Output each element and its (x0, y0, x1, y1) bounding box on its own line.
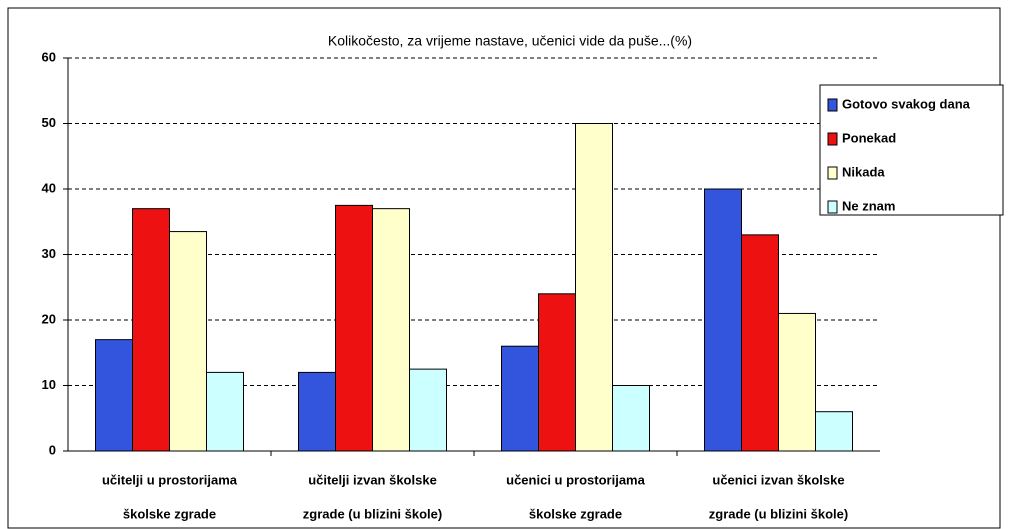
legend-swatch (827, 166, 838, 180)
chart-title: Kolikočesto, za vrijeme nastave, učenici… (328, 33, 692, 49)
bar (778, 312, 816, 452)
bar (335, 204, 373, 452)
x-tick-label: školske zgrade (529, 506, 622, 521)
bar (612, 385, 650, 452)
bar (575, 123, 613, 452)
legend-swatch (827, 98, 838, 112)
x-tick-label: učitelji izvan školske (308, 472, 437, 487)
x-tick-label: školske zgrade (123, 506, 216, 521)
x-tick-label: učenici u prostorijama (506, 472, 645, 487)
legend-label: Gotovo svakog dana (842, 96, 971, 111)
y-tick-label: 30 (42, 246, 56, 261)
bar (538, 293, 576, 452)
bar (206, 371, 244, 452)
y-tick-label: 20 (42, 311, 56, 326)
bar (169, 231, 207, 452)
x-tick-label: zgrade (u blizini škole) (303, 506, 442, 521)
legend-swatch (827, 132, 838, 146)
y-tick-label: 40 (42, 180, 56, 195)
legend-label: Nikada (842, 164, 885, 179)
legend-swatch (827, 200, 838, 214)
y-tick-label: 50 (42, 115, 56, 130)
bar (409, 368, 447, 452)
bar (298, 371, 336, 452)
x-tick-label: zgrade (u blizini škole) (709, 506, 848, 521)
legend-box (819, 84, 1004, 216)
y-tick-label: 60 (42, 49, 56, 64)
bar (501, 345, 539, 452)
x-tick-label: učitelji u prostorijama (102, 472, 238, 487)
y-tick-label: 0 (49, 442, 56, 457)
x-tick-label: učenici izvan školske (712, 472, 844, 487)
bar (815, 411, 853, 452)
legend-label: Ne znam (842, 198, 895, 213)
y-tick-label: 10 (42, 377, 56, 392)
bar (372, 208, 410, 452)
bar (132, 208, 170, 452)
bar (741, 234, 779, 452)
bar (704, 188, 742, 452)
bar (95, 339, 133, 452)
legend-label: Ponekad (842, 130, 896, 145)
